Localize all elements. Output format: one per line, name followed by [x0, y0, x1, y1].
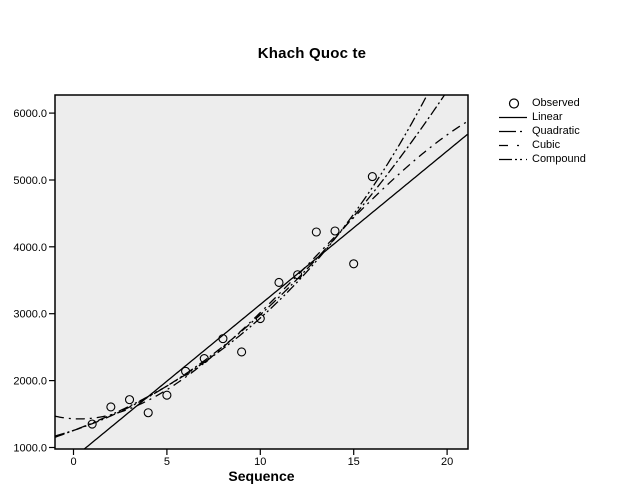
y-tick-label: 3000.0 [13, 309, 47, 321]
observed-point [162, 390, 172, 400]
observed-point [124, 395, 135, 405]
x-tick-label: 10 [254, 456, 266, 468]
observed-point [293, 270, 303, 280]
legend-item-observed: Observed [498, 96, 586, 110]
x-tick-label: 15 [348, 456, 360, 468]
x-tick-label: 5 [164, 456, 170, 468]
plot-frame [54, 94, 469, 450]
observed-point [106, 402, 116, 412]
observed-point [311, 227, 321, 237]
legend-item-quadratic: Quadratic [498, 124, 586, 138]
plot-area [55, 95, 468, 449]
observed-point [181, 366, 191, 376]
observed-point [237, 347, 247, 357]
observed-point [218, 334, 228, 344]
fit-curve-compound [55, 95, 428, 438]
legend-label-compound: Compound [532, 152, 586, 165]
chart-title: Khach Quoc te [257, 45, 367, 62]
y-tick-label: 2000.0 [13, 376, 47, 388]
linear-line-sample-icon [499, 116, 527, 118]
legend-label-linear: Linear [532, 110, 563, 123]
compound-line-sample-icon [499, 158, 527, 160]
legend-label-cubic: Cubic [532, 138, 561, 151]
observed-point [199, 354, 209, 364]
x-tick-label: 0 [70, 456, 76, 468]
cubic-line-sample-icon [499, 144, 527, 146]
legend: Observed Linear Quadratic Cubic Compound [498, 96, 586, 166]
legend-label-observed: Observed [532, 96, 580, 109]
y-tick-label: 5000.0 [13, 175, 47, 187]
legend-item-linear: Linear [498, 110, 586, 124]
legend-item-compound: Compound [498, 152, 586, 166]
fit-curve-linear [83, 133, 468, 449]
fit-curve-cubic [55, 120, 468, 420]
observed-point [274, 277, 284, 287]
fit-curve-quadratic [55, 95, 446, 437]
observed-point [367, 172, 377, 182]
observed-point [87, 419, 97, 429]
observed-point [349, 259, 359, 269]
legend-item-cubic: Cubic [498, 138, 586, 152]
x-axis-title: Sequence [228, 468, 295, 484]
observed-point [330, 226, 340, 236]
y-tick-label: 1000.0 [13, 443, 47, 455]
observed-marker-icon [508, 97, 520, 109]
x-tick-label: 20 [441, 456, 453, 468]
legend-label-quadratic: Quadratic [532, 124, 580, 137]
y-tick-label: 6000.0 [13, 108, 47, 120]
observed-point [255, 314, 265, 324]
observed-point [143, 408, 153, 418]
quadratic-line-sample-icon [499, 130, 527, 132]
y-tick-label: 4000.0 [13, 242, 47, 254]
